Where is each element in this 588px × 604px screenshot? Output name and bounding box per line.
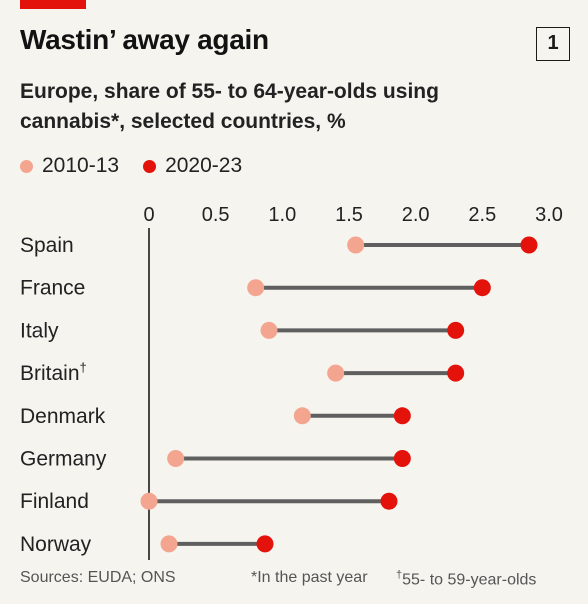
- dot-2010-13: [260, 321, 278, 339]
- dot-2010-13: [247, 279, 265, 297]
- category-label: Norway: [20, 533, 92, 556]
- dot-2020-23: [393, 407, 411, 425]
- category-mark: †: [80, 360, 87, 375]
- legend: 2010-13 2020-23: [20, 154, 266, 178]
- dot-2020-23: [447, 321, 465, 339]
- footer-sources: Sources: EUDA; ONS: [20, 569, 176, 586]
- dot-2010-13: [293, 407, 311, 425]
- chart-subtitle: Europe, share of 55- to 64-year-olds usi…: [20, 80, 439, 133]
- x-tick-label: 3.0: [535, 204, 563, 226]
- x-tick-label: 2.5: [468, 204, 496, 226]
- x-tick-label: 0: [143, 204, 154, 226]
- footer-note-age: †55- to 59-year-olds: [396, 569, 536, 589]
- x-tick-label: 1.0: [268, 204, 296, 226]
- x-tick-label: 2.0: [402, 204, 430, 226]
- dot-2020-23: [380, 492, 398, 510]
- legend-dot-2020: [143, 159, 157, 173]
- dot-2020-23: [393, 450, 411, 467]
- dot-2020-23: [473, 279, 491, 297]
- footer-note-age-text: 55- to 59-year-olds: [402, 571, 537, 589]
- dot-2020-23: [256, 535, 274, 553]
- chart-number-badge: 1: [536, 27, 570, 61]
- x-tick-label: 0.5: [202, 204, 230, 226]
- footer-note-past-year: *In the past year: [251, 569, 368, 586]
- legend-item-2010: 2010-13: [20, 154, 119, 178]
- legend-dot-2010: [20, 159, 33, 173]
- dot-2020-23: [520, 236, 538, 254]
- dot-2010-13: [160, 535, 178, 553]
- x-tick-label: 1.5: [335, 204, 363, 226]
- dot-2020-23: [447, 364, 465, 382]
- category-label: Italy: [20, 319, 59, 342]
- category-label: France: [20, 277, 85, 300]
- brand-red-tab: [20, 0, 86, 9]
- dot-2010-13: [167, 450, 185, 467]
- chart-title: Wastin’ away again: [20, 24, 269, 55]
- dot-2010-13: [347, 236, 365, 254]
- category-label: Germany: [20, 448, 107, 471]
- dot-2010-13: [140, 492, 158, 510]
- category-label: Finland: [20, 490, 89, 513]
- legend-label-2010: 2010-13: [42, 154, 120, 177]
- category-label: Britain†: [20, 360, 87, 385]
- dagger-mark: †: [396, 569, 403, 581]
- dot-2010-13: [327, 364, 345, 382]
- legend-item-2020: 2020-23: [143, 154, 242, 178]
- category-label: Denmark: [20, 405, 106, 428]
- legend-label-2020: 2020-23: [165, 154, 243, 177]
- category-label: Spain: [20, 234, 74, 257]
